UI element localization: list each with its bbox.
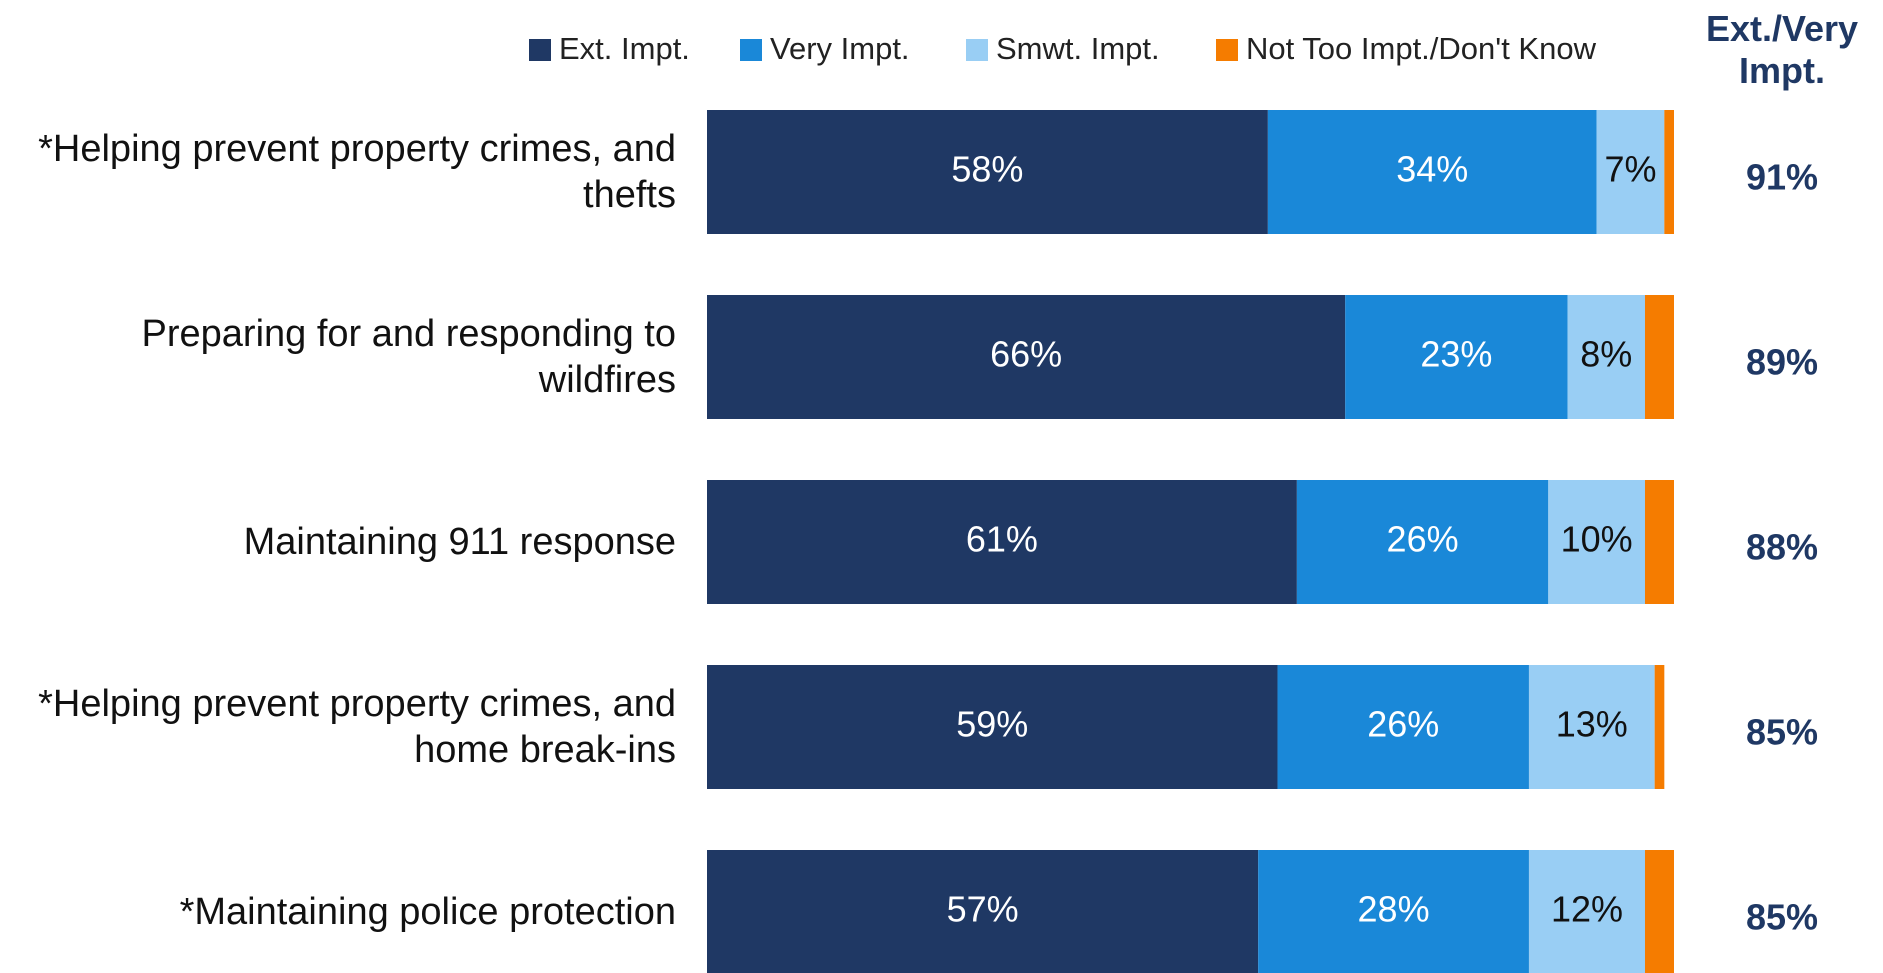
legend-swatch <box>966 39 988 61</box>
category-label: *Maintaining police protection <box>179 891 676 933</box>
bar-segment <box>1664 110 1674 234</box>
legend-swatch <box>529 39 551 61</box>
value-label: 58% <box>951 149 1023 190</box>
category-label: *Helping prevent property crimes, and th… <box>38 128 676 216</box>
value-label: 7% <box>1604 149 1656 190</box>
category-label: *Helping prevent property crimes, and ho… <box>38 683 676 771</box>
bar-segment <box>1548 480 1645 604</box>
bar-segment <box>707 295 1346 419</box>
bar-segment <box>1528 850 1645 973</box>
bar-segment <box>1296 480 1549 604</box>
net-value: 88% <box>1746 527 1818 568</box>
value-label: 34% <box>1396 149 1468 190</box>
value-label: 57% <box>947 889 1019 930</box>
category-label: Preparing for and responding to wildfire… <box>141 313 676 401</box>
bar-segment <box>707 110 1268 234</box>
bar-segment <box>1345 295 1568 419</box>
bar-segment <box>1277 665 1529 789</box>
legend-label: Ext. Impt. <box>559 31 690 66</box>
bar-segment <box>1654 665 1665 789</box>
category-label: Maintaining 911 response <box>243 521 676 563</box>
bar-segment <box>1644 295 1674 419</box>
value-label: 61% <box>966 519 1038 560</box>
bar-segment <box>707 850 1259 973</box>
legend-label: Very Impt. <box>770 31 910 66</box>
legend-label: Smwt. Impt. <box>996 31 1160 66</box>
legend-swatch <box>1216 39 1238 61</box>
value-label: 8% <box>1580 334 1632 375</box>
net-value: 85% <box>1746 897 1818 938</box>
bar-segment <box>707 480 1297 604</box>
bar-segment <box>1596 110 1665 234</box>
bar-segment <box>1267 110 1597 234</box>
value-label: 13% <box>1556 704 1628 745</box>
net-title: Ext./Very Impt. <box>1705 8 1859 91</box>
value-label: 66% <box>990 334 1062 375</box>
bar-segment <box>1258 850 1529 973</box>
bar-segment <box>1644 480 1674 604</box>
net-value: 91% <box>1746 157 1818 198</box>
legend-label: Not Too Impt./Don't Know <box>1246 31 1597 66</box>
value-label: 10% <box>1561 519 1633 560</box>
value-label: 23% <box>1420 334 1492 375</box>
net-value: 89% <box>1746 342 1818 383</box>
value-label: 26% <box>1367 704 1439 745</box>
value-label: 28% <box>1358 889 1430 930</box>
bar-segment <box>1528 665 1655 789</box>
value-label: 12% <box>1551 889 1623 930</box>
value-label: 26% <box>1387 519 1459 560</box>
bar-segment <box>1644 850 1674 973</box>
net-value: 85% <box>1746 712 1818 753</box>
bar-segment <box>1567 295 1645 419</box>
value-label: 59% <box>956 704 1028 745</box>
bar-segment <box>707 665 1278 789</box>
legend-swatch <box>740 39 762 61</box>
